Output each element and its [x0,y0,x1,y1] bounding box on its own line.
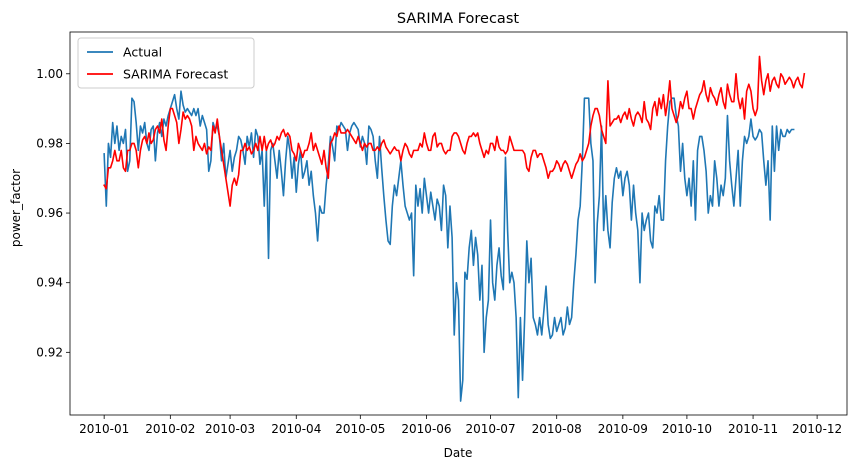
y-tick-label: 0.92 [36,345,63,359]
x-tick-label: 2010-02 [145,422,195,436]
x-tick-label: 2010-05 [335,422,385,436]
y-tick-label: 0.96 [36,206,63,220]
y-tick-label: 1.00 [36,67,63,81]
x-tick-label: 2010-12 [792,422,842,436]
x-axis-label: Date [444,446,473,460]
x-tick-label: 2010-04 [271,422,321,436]
x-tick-label: 2010-09 [598,422,648,436]
legend: Actual SARIMA Forecast [77,37,255,89]
plot-frame [69,31,848,416]
y-tick-label: 0.98 [36,136,63,150]
x-tick-label: 2010-01 [79,422,129,436]
series-line-2 [103,55,806,207]
axes: 2010-01 2010-02 2010-03 2010-04 2010-05 2010-… [36,31,848,436]
x-tick-label: 2010-07 [465,422,515,436]
x-tick-label: 2010-06 [401,422,451,436]
plot-area [103,55,806,402]
x-tick-label: 2010-11 [728,422,778,436]
x-tick-label: 2010-08 [532,422,582,436]
x-tick-label: 2010-03 [205,422,255,436]
legend-box [77,37,255,89]
legend-label-2: SARIMA Forecast [123,67,228,82]
chart-title: SARIMA Forecast [397,11,519,27]
y-axis-label: power_factor [9,169,23,247]
legend-label-1: Actual [123,45,162,60]
x-tick-label: 2010-10 [662,422,712,436]
y-tick-label: 0.94 [36,276,63,290]
